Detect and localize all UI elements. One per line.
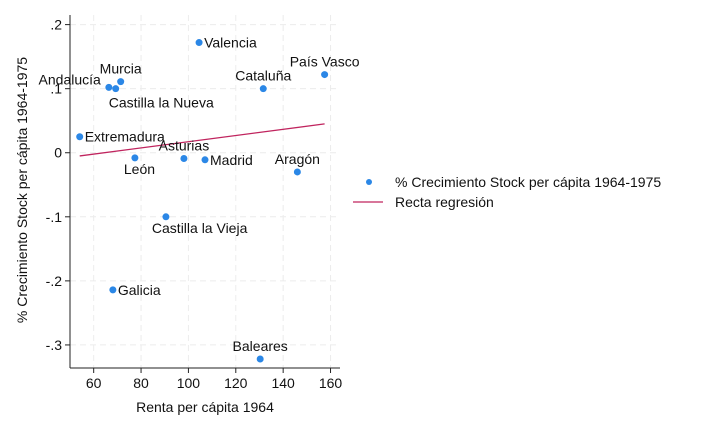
x-tick-label: 140	[271, 375, 295, 391]
data-point	[256, 355, 264, 363]
data-label: Castilla la Vieja	[152, 220, 248, 236]
data-point	[195, 39, 203, 47]
y-axis-label: % Crecimiento Stock per cápita 1964-1975	[14, 57, 30, 323]
data-label: Cataluña	[235, 68, 291, 84]
data-label: León	[124, 161, 155, 177]
axes: 60 80 100 120 140 160 .2 .1 0 -.1 -.2 -.3	[46, 15, 343, 391]
data-label: Valencia	[204, 35, 257, 51]
data-label: Baleares	[233, 338, 288, 354]
x-tick-label: 120	[224, 375, 248, 391]
x-tick-label: 160	[319, 375, 343, 391]
grid	[70, 15, 340, 368]
x-axis-label: Renta per cápita 1964	[136, 399, 274, 415]
data-point	[293, 168, 301, 176]
data-point	[201, 156, 209, 164]
regression-line	[79, 123, 325, 157]
y-tick-label: -.1	[46, 209, 63, 225]
data-label: Murcia	[100, 61, 142, 77]
data-label: Madrid	[210, 152, 253, 168]
y-tick-label: -.2	[46, 273, 63, 289]
data-label: País Vasco	[290, 54, 360, 70]
data-label: Extremadura	[85, 129, 165, 145]
data-point	[105, 83, 113, 91]
y-tick-label: 0	[54, 145, 62, 161]
legend: % Crecimiento Stock per cápita 1964-1975…	[353, 174, 661, 210]
data-label: Castilla la Nueva	[109, 95, 214, 111]
data-label: Asturias	[159, 138, 210, 154]
legend-marker-scatter	[366, 179, 372, 185]
data-point	[321, 71, 329, 79]
data-label: Aragón	[275, 151, 320, 167]
data-point	[259, 85, 267, 93]
data-point	[117, 78, 125, 86]
legend-label-line: Recta regresión	[395, 194, 494, 210]
data-point	[109, 286, 117, 294]
x-tick-label: 80	[133, 375, 149, 391]
data-point	[180, 155, 188, 163]
data-point	[131, 154, 139, 162]
data-point	[112, 85, 120, 93]
y-tick-label: -.3	[46, 337, 63, 353]
data-point	[162, 213, 170, 221]
data-label: Galicia	[118, 282, 161, 298]
y-tick-label: .1	[50, 81, 62, 97]
data-point	[76, 133, 84, 141]
legend-label-scatter: % Crecimiento Stock per cápita 1964-1975	[395, 174, 661, 190]
x-tick-label: 60	[86, 375, 102, 391]
x-tick-label: 100	[177, 375, 201, 391]
data-label: Andalucía	[39, 71, 101, 87]
y-tick-label: .2	[50, 17, 62, 33]
